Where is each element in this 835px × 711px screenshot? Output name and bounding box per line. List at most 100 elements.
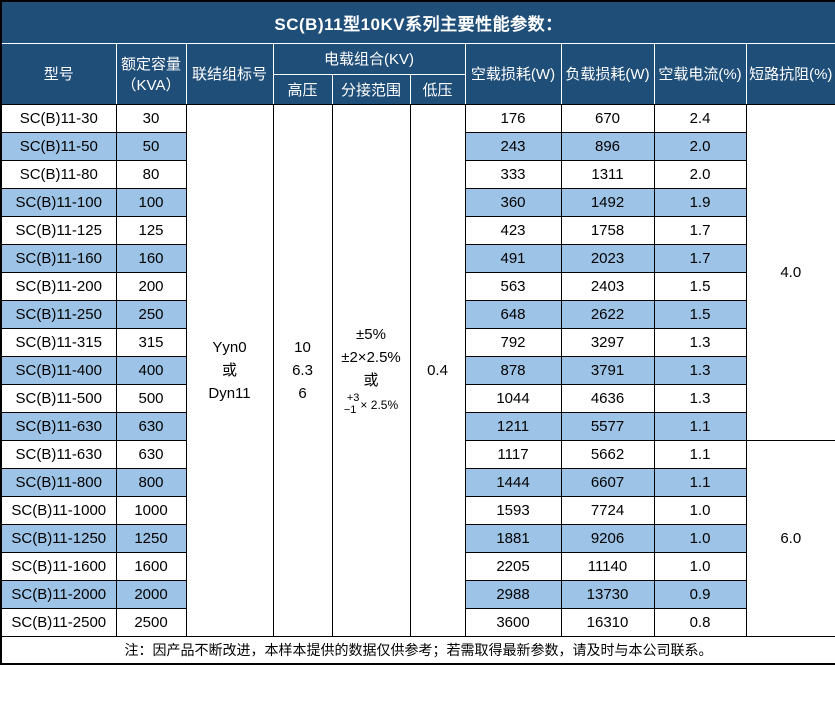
table-title: SC(B)11型10KV系列主要性能参数： — [0, 0, 835, 44]
model-cell: SC(B)11-315 — [0, 327, 117, 357]
capacity-cell: 100 — [115, 187, 187, 217]
no-load-loss-cell: 1593 — [464, 495, 562, 525]
model-cell: SC(B)11-630 — [0, 411, 117, 441]
load-loss-cell: 1492 — [560, 187, 655, 217]
lv-cell: 0.4 — [409, 103, 466, 637]
no-load-current-cell: 1.1 — [653, 411, 747, 441]
no-load-current-cell: 1.7 — [653, 215, 747, 245]
model-cell: SC(B)11-1000 — [0, 495, 117, 525]
col-header-impedance: 短路抗阻(%) — [745, 42, 835, 105]
no-load-loss-cell: 1044 — [464, 383, 562, 413]
table-row: SC(B)11-1250 1250 1881 9206 1.0 — [0, 523, 835, 553]
load-loss-cell: 13730 — [560, 579, 655, 609]
load-loss-cell: 896 — [560, 131, 655, 161]
no-load-loss-cell: 1117 — [464, 439, 562, 469]
table-body: SC(B)11-30 30 Yyn0 或 Dyn11 10 6.3 6 ±5% ±2×2.5% 或 +… — [0, 103, 835, 637]
model-cell: SC(B)11-2500 — [0, 607, 117, 637]
capacity-cell: 800 — [115, 467, 187, 497]
capacity-cell: 500 — [115, 383, 187, 413]
capacity-cell: 1000 — [115, 495, 187, 525]
no-load-loss-cell: 1444 — [464, 467, 562, 497]
no-load-current-cell: 1.5 — [653, 299, 747, 329]
table-row: SC(B)11-1600 1600 2205 11140 1.0 — [0, 551, 835, 581]
no-load-loss-cell: 2205 — [464, 551, 562, 581]
table-row: SC(B)11-160 160 491 2023 1.7 — [0, 243, 835, 273]
load-loss-cell: 5577 — [560, 411, 655, 441]
model-cell: SC(B)11-50 — [0, 131, 117, 161]
load-loss-cell: 3297 — [560, 327, 655, 357]
model-cell: SC(B)11-400 — [0, 355, 117, 385]
table-row: SC(B)11-30 30 Yyn0 或 Dyn11 10 6.3 6 ±5% ±2×2.5% 或 +… — [0, 103, 835, 637]
capacity-cell: 160 — [115, 243, 187, 273]
table-footer: 注：因产品不断改进，本样本提供的数据仅供参考；若需取得最新参数，请及时与本公司联… — [0, 635, 835, 665]
no-load-loss-cell: 878 — [464, 355, 562, 385]
table-row: SC(B)11-50 50 243 896 2.0 — [0, 131, 835, 161]
no-load-loss-cell: 792 — [464, 327, 562, 357]
capacity-cell: 400 — [115, 355, 187, 385]
no-load-current-cell: 2.0 — [653, 159, 747, 189]
model-cell: SC(B)11-30 — [0, 103, 117, 133]
col-header-load-loss: 负载损耗(W) — [560, 42, 655, 105]
no-load-loss-cell: 648 — [464, 299, 562, 329]
footer-row: 注：因产品不断改进，本样本提供的数据仅供参考；若需取得最新参数，请及时与本公司联… — [0, 635, 835, 665]
capacity-cell: 125 — [115, 215, 187, 245]
col-header-hv: 高压 — [272, 73, 333, 105]
load-loss-cell: 2622 — [560, 299, 655, 329]
model-cell: SC(B)11-160 — [0, 243, 117, 273]
no-load-loss-cell: 563 — [464, 271, 562, 301]
no-load-current-cell: 0.9 — [653, 579, 747, 609]
table-row: SC(B)11-200 200 563 2403 1.5 — [0, 271, 835, 301]
col-header-tap-range: 分接范围 — [331, 73, 411, 105]
performance-table: SC(B)11型10KV系列主要性能参数： 型号 额定容量 （KVA） 联结组标… — [0, 0, 835, 665]
model-cell: SC(B)11-2000 — [0, 579, 117, 609]
no-load-current-cell: 1.1 — [653, 467, 747, 497]
vector-group-cell: Yyn0 或 Dyn11 — [185, 103, 274, 637]
table-row: SC(B)11-2000 2000 2988 13730 0.9 — [0, 579, 835, 609]
model-cell: SC(B)11-1600 — [0, 551, 117, 581]
model-cell: SC(B)11-630 — [0, 439, 117, 469]
col-header-capacity-line2: （KVA） — [121, 76, 181, 94]
no-load-current-cell: 1.3 — [653, 327, 747, 357]
no-load-loss-cell: 243 — [464, 131, 562, 161]
table-row: SC(B)11-2500 2500 3600 16310 0.8 — [0, 607, 835, 637]
model-cell: SC(B)11-100 — [0, 187, 117, 217]
table-row: SC(B)11-630 630 1117 5662 1.1 6.0 — [0, 439, 835, 637]
no-load-current-cell: 1.0 — [653, 495, 747, 525]
no-load-current-cell: 2.4 — [653, 103, 747, 133]
no-load-loss-cell: 3600 — [464, 607, 562, 637]
capacity-cell: 630 — [115, 439, 187, 469]
col-header-lv: 低压 — [409, 73, 466, 105]
model-cell: SC(B)11-1250 — [0, 523, 117, 553]
no-load-loss-cell: 2988 — [464, 579, 562, 609]
capacity-cell: 50 — [115, 131, 187, 161]
model-cell: SC(B)11-200 — [0, 271, 117, 301]
load-loss-cell: 1311 — [560, 159, 655, 189]
col-header-voltage-combo: 电载组合(KV) — [272, 42, 466, 75]
load-loss-cell: 7724 — [560, 495, 655, 525]
col-header-capacity-line1: 额定容量 — [120, 55, 181, 73]
no-load-current-cell: 1.9 — [653, 187, 747, 217]
model-cell: SC(B)11-250 — [0, 299, 117, 329]
col-header-model: 型号 — [0, 42, 117, 105]
load-loss-cell: 16310 — [560, 607, 655, 637]
tap-fraction: +3 −1 × 2.5% — [343, 392, 399, 416]
capacity-cell: 1250 — [115, 523, 187, 553]
header-row-2: 高压 分接范围 低压 — [1, 73, 835, 105]
no-load-current-cell: 1.7 — [653, 243, 747, 273]
title-row: SC(B)11型10KV系列主要性能参数： — [0, 0, 835, 44]
load-loss-cell: 2023 — [560, 243, 655, 273]
header-row-1: 型号 额定容量 （KVA） 联结组标号 电载组合(KV) 空载损耗(W) 负载损… — [0, 42, 835, 105]
no-load-loss-cell: 491 — [464, 243, 562, 273]
no-load-current-cell: 2.0 — [653, 131, 747, 161]
table-row: SC(B)11-250 250 648 2622 1.5 — [0, 299, 835, 329]
load-loss-cell: 4636 — [560, 383, 655, 413]
capacity-cell: 80 — [115, 159, 187, 189]
col-header-capacity: 额定容量 （KVA） — [115, 42, 187, 105]
no-load-loss-cell: 1211 — [464, 411, 562, 441]
capacity-cell: 200 — [115, 271, 187, 301]
table-row: SC(B)11-100 100 360 1492 1.9 — [0, 187, 835, 217]
no-load-loss-cell: 333 — [464, 159, 562, 189]
no-load-current-cell: 0.8 — [653, 607, 747, 637]
col-header-no-load-loss: 空载损耗(W) — [464, 42, 562, 105]
